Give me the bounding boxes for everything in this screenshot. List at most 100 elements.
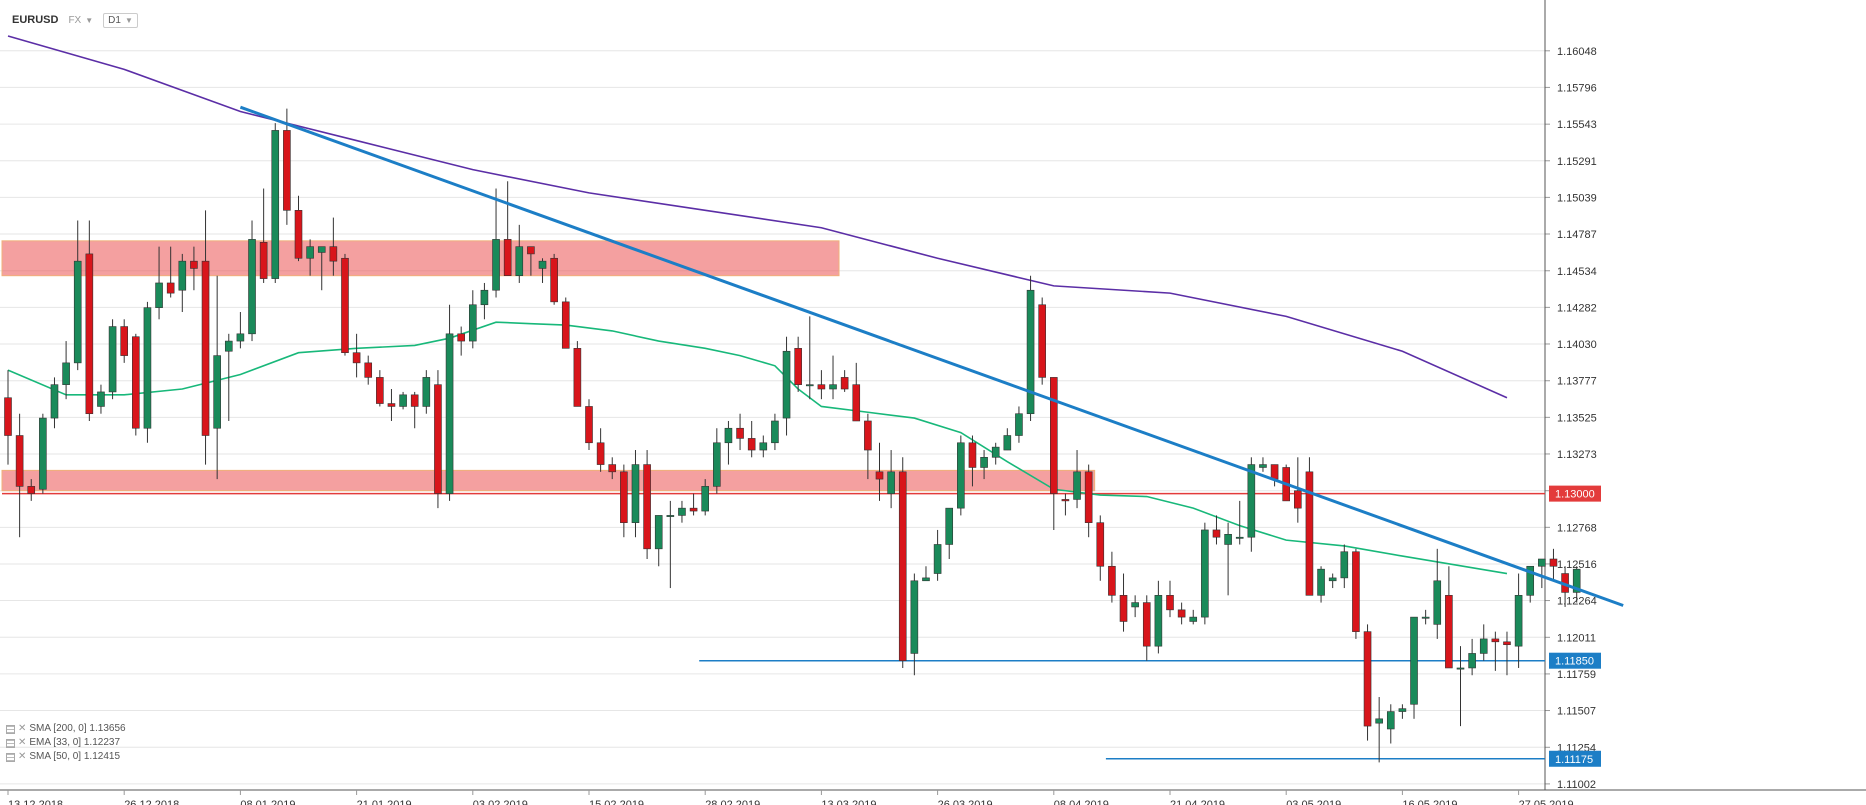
legend-row-sma200[interactable]: ✕ SMA [200, 0] 1.13656 [6, 722, 126, 736]
candle [1538, 558, 1546, 589]
candle [1270, 464, 1279, 487]
legend-label: SMA [200, 0] 1.13656 [29, 723, 126, 734]
settings-icon[interactable] [6, 724, 15, 734]
x-tick-label: 15.02.2019 [589, 799, 644, 805]
candle-body-up [678, 507, 686, 516]
candle [108, 319, 117, 400]
x-tick-label: 03.05.2019 [1286, 799, 1341, 805]
candle-body-up [399, 394, 407, 407]
x-tick-label: 13.12.2018 [8, 799, 63, 805]
candle-body-up [1526, 565, 1535, 596]
candle [933, 529, 942, 581]
close-icon[interactable]: ✕ [18, 737, 27, 748]
candle [236, 312, 245, 349]
candle-body-down [434, 384, 442, 494]
candle-body-down [1503, 641, 1511, 646]
candle-body-down [1096, 522, 1105, 567]
candle-body-up [1003, 435, 1012, 451]
candle-body-down [410, 394, 419, 407]
candle [62, 341, 70, 400]
candle-body-up [887, 471, 895, 494]
candle-body-down [1549, 558, 1558, 567]
candle [515, 224, 524, 283]
market-dropdown[interactable]: FX ▼ [68, 15, 93, 26]
support-resistance-zone [1, 240, 840, 277]
candle [1084, 464, 1093, 538]
candle [317, 246, 326, 291]
candle [1050, 377, 1058, 530]
candle-body-up [492, 239, 500, 291]
candle-body-down [364, 362, 373, 378]
candle-body-up [991, 446, 1000, 458]
candle [666, 500, 675, 589]
candle [50, 377, 59, 429]
candle [596, 428, 605, 472]
candle-body-down [1084, 471, 1093, 523]
price-level-tag [1549, 750, 1601, 767]
candle-body-up [1224, 534, 1232, 545]
candle-body-up [108, 326, 117, 393]
settings-icon[interactable] [6, 738, 15, 748]
candle [422, 370, 431, 414]
candle [1410, 616, 1418, 719]
candle-body-down [1142, 602, 1151, 647]
candle [1386, 704, 1395, 744]
legend-row-sma50[interactable]: ✕ SMA [50, 0] 1.12415 [6, 750, 126, 764]
candle-body-up [422, 377, 431, 407]
candle [1549, 548, 1558, 581]
legend-row-ema33[interactable]: ✕ EMA [33, 0] 1.12237 [6, 736, 126, 750]
y-tick-label: 1.15039 [1557, 192, 1597, 204]
candle [85, 220, 94, 421]
candle-body-up [759, 442, 768, 451]
candle-body-up [666, 515, 675, 517]
legend-label: SMA [50, 0] 1.12415 [29, 751, 121, 762]
candle [73, 220, 82, 371]
candle [399, 391, 407, 410]
candle-body-down [864, 420, 872, 451]
y-tick-label: 1.15796 [1557, 82, 1597, 94]
candle [224, 333, 233, 421]
candle [1131, 595, 1139, 618]
candle [1235, 500, 1244, 545]
candle [1375, 697, 1383, 763]
candle [387, 389, 396, 421]
market-label: FX [68, 14, 82, 26]
candle [1468, 638, 1476, 676]
candle [1514, 573, 1523, 668]
symbol-label[interactable]: EURUSD [12, 14, 59, 26]
candle [701, 479, 710, 516]
candle-body-down [550, 257, 558, 303]
candle [1061, 493, 1070, 516]
candle [736, 413, 744, 451]
candle-body-up [922, 577, 930, 582]
y-tick-label: 1.14282 [1557, 302, 1597, 314]
candle [1154, 580, 1163, 654]
candle [689, 493, 698, 516]
x-tick-label: 08.01.2019 [240, 799, 295, 805]
interval-dropdown[interactable]: D1 ▼ [103, 12, 138, 28]
close-icon[interactable]: ✕ [18, 751, 27, 762]
candle-body-up [1201, 529, 1209, 618]
candle-body-up [1375, 718, 1383, 724]
candle-body-up [538, 260, 547, 269]
close-icon[interactable]: ✕ [18, 723, 27, 734]
candle-body-down [1061, 499, 1070, 502]
candle-body-down [259, 241, 268, 279]
candle-body-down [1212, 529, 1221, 538]
candle [271, 123, 280, 283]
candle [817, 370, 826, 400]
y-tick-label: 1.14534 [1557, 266, 1597, 278]
settings-icon[interactable] [6, 752, 15, 762]
candle [794, 336, 802, 392]
candle-body-up [213, 355, 221, 429]
candle [1003, 428, 1012, 451]
candle [887, 450, 895, 509]
candle [364, 355, 373, 385]
price-level-tag [1549, 485, 1601, 502]
candle [805, 316, 814, 400]
price-level-tag [1549, 652, 1601, 669]
candle [1142, 595, 1151, 661]
candle-body-up [1235, 536, 1244, 539]
candle-body-down [352, 352, 361, 364]
